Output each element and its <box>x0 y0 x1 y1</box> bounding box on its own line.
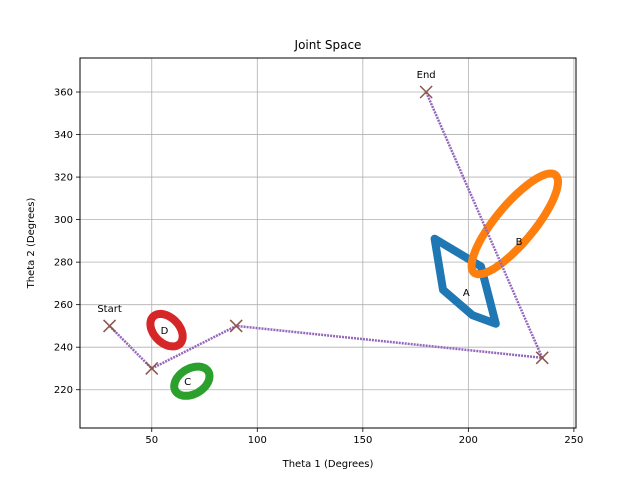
x-tick-label: 200 <box>459 435 478 446</box>
y-tick-label: 260 <box>54 300 73 311</box>
waypoint-marker <box>145 361 159 375</box>
ticks: 50 100 150 200 250 220 240 260 280 300 320 340 360 <box>54 88 584 446</box>
y-tick-label: 300 <box>54 215 73 226</box>
x-axis-label: Theta 1 (Degrees) <box>282 459 374 470</box>
obstacles <box>146 169 562 400</box>
y-tick-label: 320 <box>54 173 73 184</box>
waypoints <box>103 85 549 375</box>
x-tick-label: 100 <box>248 435 267 446</box>
obstacle-d <box>146 309 187 351</box>
y-tick-label: 360 <box>54 88 73 99</box>
annotation-end: End <box>417 70 436 81</box>
annotation-a: A <box>463 288 470 299</box>
annotations: Start End A B C D <box>97 70 522 388</box>
x-tick-label: 150 <box>353 435 372 446</box>
waypoint-marker <box>535 351 549 365</box>
obstacle-c <box>170 362 214 400</box>
waypoint-marker <box>419 85 433 99</box>
annotation-start: Start <box>97 304 122 315</box>
annotation-d: D <box>161 326 169 337</box>
y-tick-label: 220 <box>54 385 73 396</box>
y-tick-label: 280 <box>54 258 73 269</box>
x-tick-label: 50 <box>145 435 158 446</box>
y-axis-label: Theta 2 (Degrees) <box>26 198 37 290</box>
annotation-b: B <box>516 237 523 248</box>
annotation-c: C <box>184 377 191 388</box>
waypoint-marker <box>103 319 117 333</box>
y-tick-label: 340 <box>54 130 73 141</box>
waypoint-marker <box>229 319 243 333</box>
chart-title: Joint Space <box>294 38 362 52</box>
plot-frame <box>79 57 577 429</box>
x-tick-label: 250 <box>564 435 583 446</box>
obstacle-b <box>467 169 562 279</box>
y-tick-label: 240 <box>54 343 73 354</box>
